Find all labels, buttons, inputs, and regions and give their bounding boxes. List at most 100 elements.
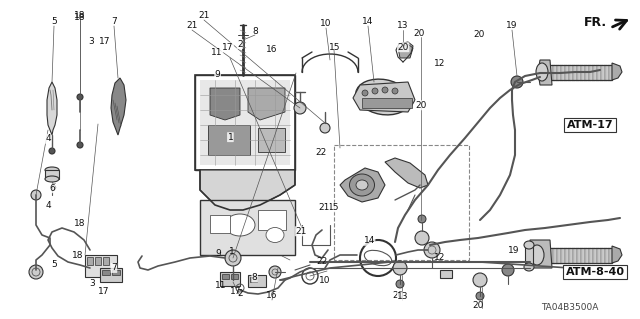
Polygon shape — [353, 82, 415, 112]
Text: 1: 1 — [228, 133, 233, 142]
Text: 16: 16 — [266, 292, 278, 300]
Text: 17: 17 — [230, 287, 242, 296]
Text: 2: 2 — [237, 288, 243, 298]
Bar — [250, 277, 257, 282]
Text: 2: 2 — [237, 40, 243, 48]
Circle shape — [396, 280, 404, 288]
Polygon shape — [340, 168, 385, 202]
Text: FR.: FR. — [584, 16, 607, 28]
Bar — [525, 245, 533, 267]
Text: 18: 18 — [74, 11, 86, 19]
Circle shape — [393, 261, 407, 275]
Text: 9: 9 — [215, 70, 220, 79]
Text: 4: 4 — [45, 201, 51, 210]
Bar — [548, 248, 612, 263]
Text: 1: 1 — [229, 248, 235, 256]
Text: 7: 7 — [111, 18, 117, 26]
Ellipse shape — [45, 167, 59, 173]
Polygon shape — [612, 246, 622, 263]
Text: TA04B3500A: TA04B3500A — [541, 302, 598, 311]
Circle shape — [49, 148, 55, 154]
Text: 19: 19 — [508, 246, 519, 255]
Circle shape — [382, 87, 388, 93]
Text: 12: 12 — [434, 59, 445, 68]
Text: 17: 17 — [99, 287, 109, 296]
Circle shape — [392, 88, 398, 94]
Text: 20: 20 — [472, 300, 484, 309]
Circle shape — [476, 292, 484, 300]
Text: 19: 19 — [506, 21, 518, 31]
Text: 21: 21 — [186, 21, 198, 31]
Circle shape — [29, 265, 43, 279]
Text: 10: 10 — [320, 19, 332, 28]
Text: 9: 9 — [215, 249, 221, 257]
Circle shape — [415, 231, 429, 245]
Bar — [334, 145, 469, 260]
Bar — [258, 210, 286, 230]
Text: 20: 20 — [413, 28, 425, 38]
Circle shape — [320, 123, 330, 133]
Bar — [95, 257, 101, 265]
Bar — [103, 257, 109, 265]
Text: 18: 18 — [72, 251, 84, 260]
Text: 21: 21 — [198, 11, 210, 20]
Text: 5: 5 — [51, 18, 57, 26]
Circle shape — [473, 273, 487, 287]
Circle shape — [502, 264, 514, 276]
Ellipse shape — [45, 176, 59, 182]
Bar — [200, 200, 295, 255]
Circle shape — [424, 242, 440, 258]
Circle shape — [362, 90, 368, 96]
Text: 20: 20 — [473, 30, 484, 39]
Bar — [195, 75, 295, 170]
Circle shape — [418, 215, 426, 223]
Circle shape — [511, 76, 523, 88]
Ellipse shape — [349, 174, 374, 196]
Text: 11: 11 — [211, 48, 223, 57]
Bar — [87, 257, 93, 265]
Bar — [85, 255, 117, 277]
Ellipse shape — [266, 227, 284, 242]
Text: 8: 8 — [252, 27, 258, 36]
Bar — [210, 215, 230, 233]
Text: 21: 21 — [295, 227, 307, 236]
Text: 16: 16 — [266, 45, 278, 54]
Ellipse shape — [524, 263, 534, 271]
Text: 17: 17 — [99, 37, 110, 46]
Polygon shape — [200, 80, 290, 165]
Polygon shape — [210, 88, 240, 120]
Ellipse shape — [356, 180, 368, 190]
Text: 22: 22 — [316, 257, 328, 266]
Text: 10: 10 — [319, 276, 331, 285]
Bar — [362, 98, 412, 108]
Text: 13: 13 — [397, 292, 409, 301]
Polygon shape — [538, 60, 552, 85]
Bar — [440, 270, 452, 278]
Text: 14: 14 — [362, 18, 374, 26]
Bar — [248, 275, 266, 287]
Text: 4: 4 — [45, 134, 51, 143]
Text: ATM-17: ATM-17 — [566, 120, 613, 130]
Circle shape — [294, 102, 306, 114]
Bar — [231, 274, 238, 279]
Bar — [222, 274, 229, 279]
Polygon shape — [530, 240, 552, 268]
Ellipse shape — [225, 214, 255, 236]
Bar — [100, 268, 122, 282]
Text: 13: 13 — [397, 21, 409, 31]
Text: 22: 22 — [316, 148, 327, 157]
Text: 15: 15 — [328, 203, 340, 212]
Text: ATM-8-40: ATM-8-40 — [566, 267, 625, 277]
Text: 3: 3 — [89, 279, 95, 288]
Bar — [112, 270, 120, 275]
Ellipse shape — [356, 79, 410, 115]
Polygon shape — [111, 78, 126, 135]
Circle shape — [225, 250, 241, 266]
Text: 14: 14 — [364, 236, 375, 245]
Text: 5: 5 — [52, 260, 57, 269]
Polygon shape — [258, 128, 285, 152]
Circle shape — [269, 266, 281, 278]
Text: 20: 20 — [415, 101, 427, 110]
Ellipse shape — [530, 245, 544, 265]
Text: 11: 11 — [215, 280, 227, 290]
